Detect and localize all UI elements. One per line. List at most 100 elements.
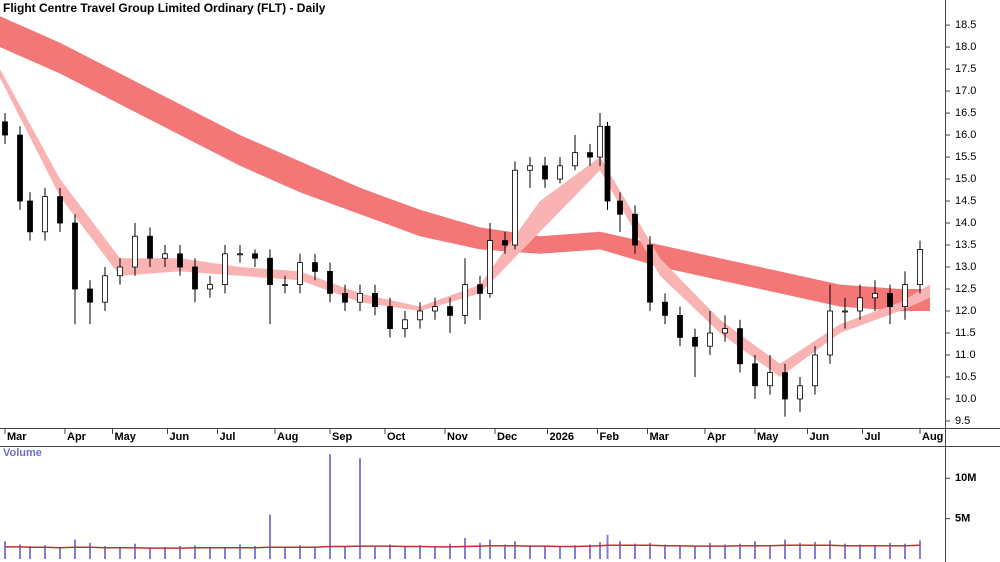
candle-body [797,385,803,400]
candle-body [117,266,123,277]
volume-bar [89,542,91,559]
x-tick-label: May [115,431,137,443]
volume-bar [104,546,106,559]
candle-body [237,253,243,256]
volume-bar [529,545,531,559]
volume-bar [599,542,601,559]
candle-body [722,328,728,334]
volume-bar [589,544,591,559]
candle-body [662,301,668,316]
volume-bar [514,541,516,559]
candle-body [502,240,508,246]
volume-bar [739,543,741,559]
y-tick-label: 17.0 [955,85,976,97]
candle-body [587,152,593,158]
candle-body [857,297,863,312]
candle-body [147,235,153,259]
y-tick-label: 15.0 [955,173,976,185]
x-tick-label: Mar [7,431,27,443]
x-tick-label: Jul [220,431,236,443]
volume-bar [619,541,621,559]
volume-bar [679,545,681,559]
candle-body [542,165,548,180]
candle-body [2,121,8,136]
volume-bar [449,543,451,559]
volume-bar [606,534,609,559]
candle-body [887,292,893,307]
candle-body [342,292,348,303]
candle-body [604,125,611,202]
candle-body [177,253,183,268]
candle-body [162,253,168,259]
candle-body [222,253,228,286]
volume-bar [389,544,391,559]
candle-body [767,372,773,387]
x-tick-label: Jun [170,431,190,443]
volume-bar [889,542,891,559]
volume-bar [664,544,666,559]
candle-body [192,266,198,290]
y-tick-label: 10M [955,472,976,484]
volume-bar [4,541,6,559]
volume-bar [859,544,861,559]
x-tick-label: Feb [600,431,620,443]
volume-bar [19,544,21,559]
candle-body [57,196,63,224]
candle-body [27,200,33,233]
volume-bar [694,546,696,559]
candle-body [432,306,438,312]
volume-bar [239,544,241,559]
candle-body [707,332,713,347]
x-tick-label: Oct [387,431,406,443]
x-tick-label: Nov [447,431,469,443]
candle-body [917,249,923,286]
y-tick-label: 10.0 [955,393,976,405]
volume-bar [344,546,346,559]
candle-body [132,235,138,268]
x-tick-label: Apr [67,431,87,443]
x-tick-label: Jun [810,431,830,443]
volume-bar [799,542,801,559]
volume-title: Volume [3,447,42,459]
candle-body [17,134,23,202]
candle-body [812,354,818,387]
candle-body [572,152,578,167]
y-tick-label: 15.5 [955,151,976,163]
volume-bar [134,543,136,559]
volume-bar [59,546,61,559]
volume-bar [574,545,576,559]
y-tick-label: 11.5 [955,327,976,339]
y-tick-label: 10.5 [955,371,976,383]
candle-body [752,363,758,387]
x-tick-label: Sep [332,431,352,443]
volume-bar [634,543,636,559]
volume-bar [29,546,31,559]
candle-body [447,306,453,316]
volume-bar [814,542,816,559]
volume-bar [374,546,376,559]
volume-bar [754,541,756,559]
candle-body [312,262,318,272]
volume-bar [844,543,846,559]
volume-bar [769,545,771,559]
y-tick-label: 16.0 [955,129,976,141]
candle-body [597,125,603,158]
volume-bar [44,545,46,559]
volume-bar [179,546,181,559]
candle-body [327,271,333,294]
candle-body [42,196,48,233]
candle-body [487,240,493,294]
candle-body [72,222,78,290]
x-tick-label: Mar [650,431,670,443]
volume-bar [904,543,906,559]
volume-bar [544,546,546,559]
ma-band [0,69,930,377]
volume-bar [829,540,831,559]
x-tick-label: Aug [277,431,298,443]
volume-bar [874,545,876,559]
x-tick-label: Apr [707,431,727,443]
volume-bar [504,544,506,559]
volume-bar [74,539,76,559]
candle-body [282,284,288,287]
